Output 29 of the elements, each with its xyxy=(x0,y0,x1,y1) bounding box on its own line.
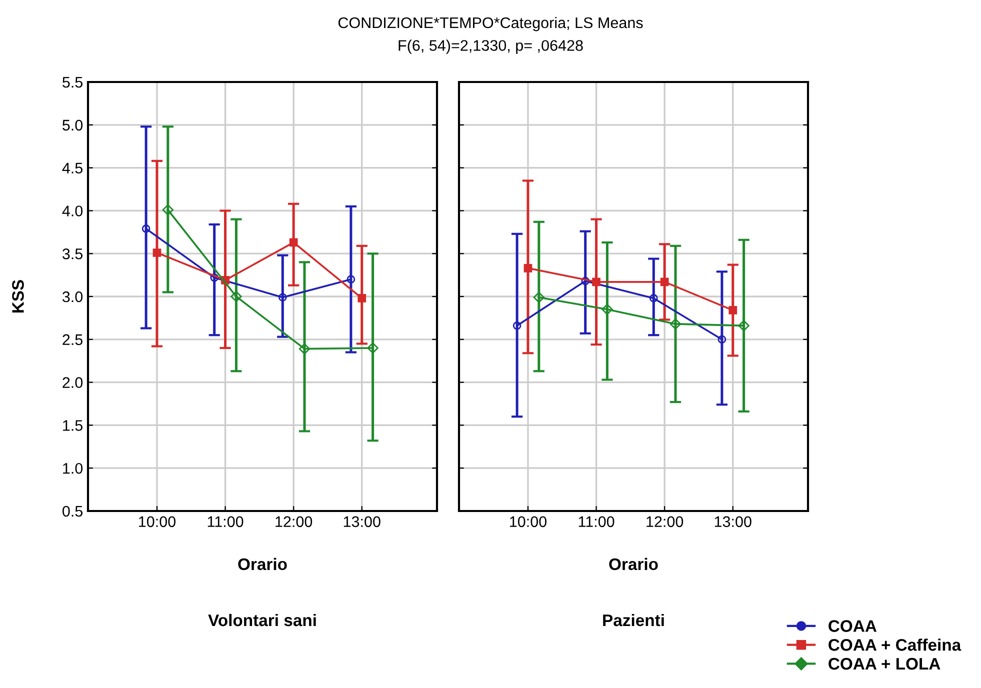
x-axis-title: Orario xyxy=(238,558,287,570)
x-axis-title: Orario xyxy=(609,558,658,570)
x-tick-label: 10:00 xyxy=(139,516,176,528)
y-tick-label: 4.5 xyxy=(62,162,82,174)
y-tick-label: 5.5 xyxy=(62,77,82,88)
x-tick-label: 13:00 xyxy=(344,516,380,528)
x-tick-label: 11:00 xyxy=(578,516,614,528)
y-tick-label: 3.0 xyxy=(62,291,83,302)
text: Pazienti xyxy=(603,614,664,626)
text: Volontari sani xyxy=(208,614,316,626)
x-tick-label: 13:00 xyxy=(714,516,752,528)
y-tick-label: 0.5 xyxy=(62,506,82,517)
x-tick-label: 10:00 xyxy=(510,516,546,528)
text: CONDIZIONE*TEMPO*Categoria; LS Means xyxy=(338,16,643,32)
y-tick-label: 1.5 xyxy=(63,420,82,431)
legend-label: COAA xyxy=(828,620,877,632)
x-tick-label: 12:00 xyxy=(276,516,312,528)
x-tick-label: 12:00 xyxy=(646,516,684,528)
legend-label: COAA + LOLA xyxy=(828,658,940,670)
legend-label: COAA + Caffeina xyxy=(828,638,962,651)
y-tick-label: 5.0 xyxy=(62,120,83,131)
text: F(6, 54)=2,1330, p= ,06428 xyxy=(398,40,583,54)
y-axis-title: KSS xyxy=(12,280,24,313)
y-tick-label: 2.0 xyxy=(62,377,83,388)
y-tick-label: 3.5 xyxy=(62,248,82,260)
y-tick-label: 2.5 xyxy=(62,334,82,346)
y-tick-label: 4.0 xyxy=(62,206,83,216)
x-tick-label: 11:00 xyxy=(208,516,244,528)
y-tick-label: 1.0 xyxy=(63,462,83,474)
